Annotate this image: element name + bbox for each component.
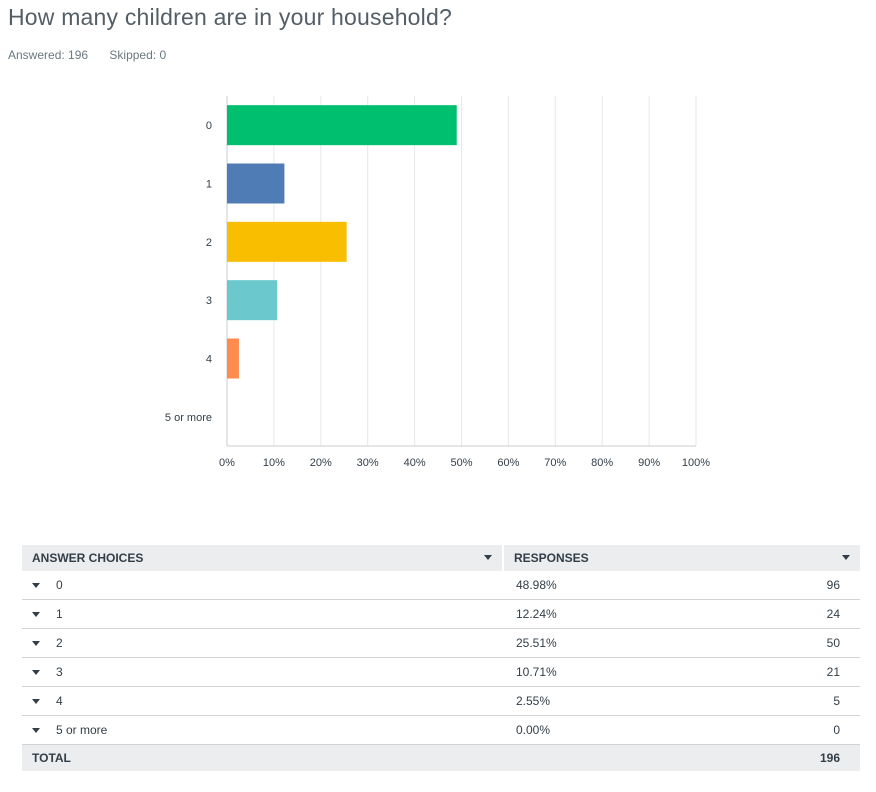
sort-caret-icon[interactable] bbox=[484, 555, 492, 560]
response-percent: 25.51% bbox=[516, 636, 557, 650]
table-row: 1 12.24% 24 bbox=[22, 600, 860, 629]
responses-header[interactable]: RESPONSES bbox=[504, 545, 860, 571]
category-label: 3 bbox=[206, 295, 212, 307]
expand-caret-icon[interactable] bbox=[32, 669, 40, 675]
answer-choices-header-label: ANSWER CHOICES bbox=[32, 551, 144, 565]
table-row: 5 or more 0.00% 0 bbox=[22, 716, 860, 745]
question-title: How many children are in your household? bbox=[8, 4, 452, 30]
total-label: TOTAL bbox=[32, 751, 71, 765]
x-tick-label: 70% bbox=[544, 457, 566, 469]
answer-choice-cell: 0 bbox=[22, 578, 506, 592]
skipped-count: Skipped: 0 bbox=[109, 48, 167, 62]
table-row: 0 48.98% 96 bbox=[22, 571, 860, 600]
answer-choice-cell: 3 bbox=[22, 665, 506, 679]
total-count: 196 bbox=[819, 751, 840, 765]
x-tick-label: 20% bbox=[310, 457, 332, 469]
bar-3[interactable] bbox=[227, 280, 278, 321]
x-tick-label: 50% bbox=[450, 457, 472, 469]
responses-header-label: RESPONSES bbox=[514, 551, 589, 565]
category-label: 1 bbox=[206, 179, 212, 191]
sort-caret-icon[interactable] bbox=[842, 555, 850, 560]
x-tick-label: 40% bbox=[404, 457, 426, 469]
response-percent: 48.98% bbox=[516, 578, 557, 592]
answer-choices-header[interactable]: ANSWER CHOICES bbox=[22, 545, 504, 571]
table-row: 2 25.51% 50 bbox=[22, 629, 860, 658]
response-count: 5 bbox=[833, 694, 840, 708]
expand-caret-icon[interactable] bbox=[32, 611, 40, 617]
bar-1[interactable] bbox=[227, 163, 285, 204]
x-tick-label: 10% bbox=[263, 457, 285, 469]
x-tick-label: 30% bbox=[357, 457, 379, 469]
expand-caret-icon[interactable] bbox=[32, 582, 40, 588]
response-summary: Answered: 196 Skipped: 0 bbox=[8, 48, 184, 62]
response-count: 50 bbox=[826, 636, 840, 650]
bar-2[interactable] bbox=[227, 221, 347, 262]
total-row: TOTAL 196 bbox=[22, 745, 860, 771]
bar-4[interactable] bbox=[227, 338, 239, 379]
answer-choice-label: 2 bbox=[56, 636, 63, 650]
responses-table: ANSWER CHOICES RESPONSES 0 48.98% 96 1 12.24… bbox=[22, 545, 860, 771]
response-count: 96 bbox=[826, 578, 840, 592]
x-tick-label: 90% bbox=[638, 457, 660, 469]
category-label: 0 bbox=[206, 120, 212, 132]
category-label: 5 or more bbox=[165, 412, 212, 424]
answer-choice-cell: 2 bbox=[22, 636, 506, 650]
x-tick-label: 0% bbox=[219, 457, 235, 469]
answer-choice-label: 0 bbox=[56, 578, 63, 592]
bar-chart: 0% 10% 20% 30% 40% 50% 60% 70% 80% 90% 100% 0 1 2 3 4 5 … bbox=[165, 96, 710, 469]
answer-choice-cell: 5 or more bbox=[22, 723, 506, 737]
answer-choice-label: 1 bbox=[56, 607, 63, 621]
answer-choice-cell: 4 bbox=[22, 694, 506, 708]
response-percent: 2.55% bbox=[516, 694, 551, 708]
x-tick-label: 80% bbox=[591, 457, 613, 469]
response-count: 21 bbox=[826, 665, 840, 679]
category-label: 2 bbox=[206, 237, 212, 249]
response-percent: 10.71% bbox=[516, 665, 557, 679]
expand-caret-icon[interactable] bbox=[32, 640, 40, 646]
category-label: 4 bbox=[206, 354, 212, 366]
x-tick-label: 60% bbox=[497, 457, 519, 469]
x-tick-label: 100% bbox=[682, 457, 710, 469]
answer-choice-cell: 1 bbox=[22, 607, 506, 621]
expand-caret-icon[interactable] bbox=[32, 727, 40, 733]
response-percent: 0.00% bbox=[516, 723, 551, 737]
table-row: 3 10.71% 21 bbox=[22, 658, 860, 687]
table-body: 0 48.98% 96 1 12.24% 24 2 25.51% 50 3 10.71% 21 4 2.5… bbox=[22, 571, 860, 745]
answered-count: Answered: 196 bbox=[8, 48, 89, 62]
answer-choice-label: 3 bbox=[56, 665, 63, 679]
response-percent: 12.24% bbox=[516, 607, 557, 621]
response-count: 24 bbox=[826, 607, 840, 621]
answer-choice-label: 5 or more bbox=[56, 723, 108, 737]
table-row: 4 2.55% 5 bbox=[22, 687, 860, 716]
table-header: ANSWER CHOICES RESPONSES bbox=[22, 545, 860, 571]
answer-choice-label: 4 bbox=[56, 694, 63, 708]
expand-caret-icon[interactable] bbox=[32, 698, 40, 704]
response-count: 0 bbox=[833, 723, 840, 737]
bar-0[interactable] bbox=[227, 105, 457, 146]
